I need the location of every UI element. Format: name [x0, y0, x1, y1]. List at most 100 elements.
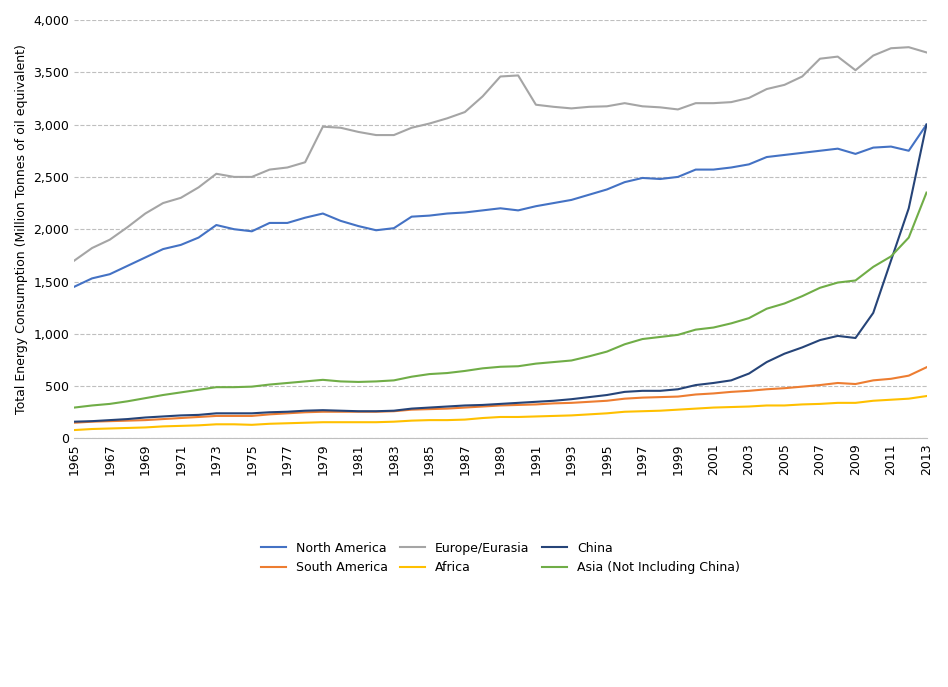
Africa	[867, 396, 879, 405]
China	[885, 256, 897, 264]
Africa	[619, 407, 630, 416]
China	[210, 409, 222, 418]
North America	[814, 146, 826, 155]
Asia (Not Including China)	[513, 362, 524, 370]
Europe/Eurasia	[495, 72, 506, 80]
Asia (Not Including China)	[654, 333, 665, 341]
Europe/Eurasia	[424, 120, 435, 128]
Asia (Not Including China)	[921, 188, 932, 196]
Asia (Not Including China)	[210, 383, 222, 392]
South America	[583, 398, 594, 406]
South America	[388, 407, 399, 416]
China	[796, 344, 808, 352]
China	[743, 370, 755, 378]
South America	[282, 409, 293, 418]
Africa	[424, 416, 435, 425]
North America	[743, 160, 755, 168]
North America	[778, 151, 790, 159]
China	[832, 332, 844, 340]
South America	[424, 405, 435, 414]
Asia (Not Including China)	[637, 335, 648, 344]
China	[264, 408, 275, 416]
South America	[654, 393, 665, 401]
Asia (Not Including China)	[175, 388, 187, 396]
Asia (Not Including China)	[725, 319, 737, 328]
China	[637, 387, 648, 395]
Asia (Not Including China)	[424, 370, 435, 379]
South America	[513, 401, 524, 409]
North America	[300, 214, 311, 222]
Europe/Eurasia	[583, 102, 594, 111]
Africa	[388, 418, 399, 426]
China	[601, 391, 612, 399]
North America	[725, 164, 737, 172]
Europe/Eurasia	[210, 170, 222, 178]
Africa	[921, 392, 932, 401]
North America	[619, 178, 630, 186]
South America	[530, 401, 541, 409]
Europe/Eurasia	[672, 105, 684, 113]
Africa	[548, 412, 559, 420]
Africa	[513, 413, 524, 421]
Asia (Not Including China)	[459, 367, 470, 375]
Europe/Eurasia	[459, 108, 470, 116]
Africa	[300, 418, 311, 427]
Asia (Not Including China)	[371, 377, 382, 385]
Africa	[318, 418, 329, 427]
North America	[903, 146, 915, 155]
South America	[442, 405, 453, 413]
China	[513, 398, 524, 407]
Europe/Eurasia	[778, 81, 790, 89]
South America	[353, 407, 364, 416]
Africa	[406, 416, 417, 425]
Europe/Eurasia	[282, 164, 293, 172]
Europe/Eurasia	[637, 102, 648, 111]
North America	[849, 150, 861, 158]
North America	[530, 202, 541, 210]
China	[406, 405, 417, 413]
Europe/Eurasia	[814, 54, 826, 63]
Asia (Not Including China)	[246, 383, 258, 391]
Asia (Not Including China)	[832, 278, 844, 286]
South America	[122, 416, 134, 425]
North America	[68, 282, 80, 291]
Europe/Eurasia	[743, 94, 755, 102]
Europe/Eurasia	[761, 85, 773, 93]
South America	[210, 412, 222, 420]
China	[139, 414, 151, 422]
Asia (Not Including China)	[690, 326, 702, 334]
Africa	[442, 416, 453, 425]
Africa	[477, 414, 488, 422]
North America	[654, 175, 665, 183]
Asia (Not Including China)	[282, 379, 293, 387]
South America	[264, 410, 275, 418]
Line: China: China	[74, 124, 926, 422]
North America	[761, 153, 773, 161]
South America	[175, 414, 187, 422]
Europe/Eurasia	[300, 158, 311, 166]
Europe/Eurasia	[264, 166, 275, 174]
Europe/Eurasia	[654, 103, 665, 111]
Europe/Eurasia	[921, 48, 932, 56]
Africa	[672, 405, 684, 414]
Asia (Not Including China)	[86, 401, 98, 409]
South America	[459, 403, 470, 412]
South America	[743, 387, 755, 395]
North America	[264, 219, 275, 227]
Africa	[157, 423, 169, 431]
Africa	[566, 412, 577, 420]
Asia (Not Including China)	[318, 376, 329, 384]
South America	[832, 379, 844, 387]
Africa	[228, 420, 240, 429]
Africa	[353, 418, 364, 427]
South America	[228, 412, 240, 420]
South America	[139, 416, 151, 425]
South America	[778, 384, 790, 392]
North America	[371, 226, 382, 234]
Europe/Eurasia	[157, 199, 169, 207]
Africa	[282, 419, 293, 427]
China	[175, 412, 187, 420]
China	[708, 379, 720, 387]
China	[583, 393, 594, 401]
Asia (Not Including China)	[814, 284, 826, 292]
